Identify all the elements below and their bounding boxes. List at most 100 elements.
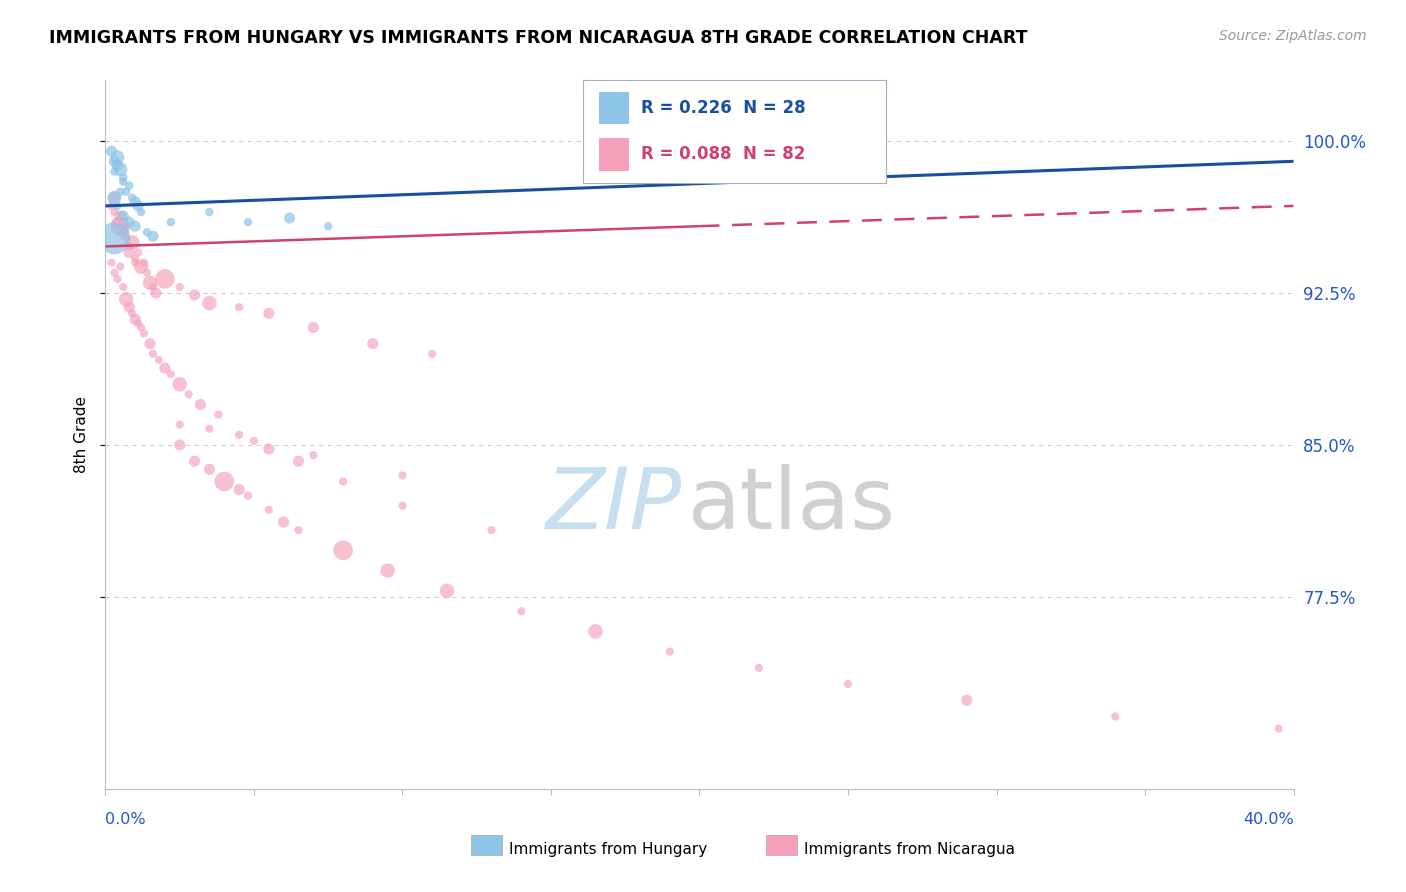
Point bbox=[142, 347, 165, 361]
Point bbox=[302, 448, 325, 462]
Text: Immigrants from Hungary: Immigrants from Hungary bbox=[509, 842, 707, 857]
Point bbox=[837, 677, 859, 691]
Bar bbox=[599, 92, 628, 124]
Point bbox=[124, 219, 146, 234]
Point bbox=[110, 260, 132, 274]
Point bbox=[127, 245, 149, 260]
Point bbox=[257, 442, 280, 456]
Point bbox=[183, 288, 205, 302]
Point bbox=[124, 312, 146, 326]
Point bbox=[136, 225, 159, 239]
Point bbox=[121, 235, 143, 250]
Point bbox=[139, 276, 162, 290]
Point bbox=[257, 503, 280, 517]
Point bbox=[129, 205, 152, 219]
Point bbox=[316, 219, 339, 234]
Point bbox=[198, 462, 221, 476]
Point bbox=[145, 286, 167, 301]
Point bbox=[510, 604, 533, 618]
Point bbox=[110, 185, 132, 199]
Point bbox=[287, 454, 309, 468]
Point bbox=[124, 255, 146, 269]
Point bbox=[585, 624, 607, 639]
Point bbox=[142, 280, 165, 294]
Point bbox=[115, 231, 138, 245]
Point bbox=[105, 158, 128, 172]
Point bbox=[118, 178, 141, 193]
Point bbox=[361, 336, 384, 351]
Text: Source: ZipAtlas.com: Source: ZipAtlas.com bbox=[1219, 29, 1367, 43]
Point bbox=[273, 515, 295, 529]
Point bbox=[103, 191, 125, 205]
Y-axis label: 8th Grade: 8th Grade bbox=[73, 396, 89, 474]
Point bbox=[332, 543, 354, 558]
Point bbox=[118, 239, 141, 253]
Text: Immigrants from Nicaragua: Immigrants from Nicaragua bbox=[804, 842, 1015, 857]
Point bbox=[110, 219, 132, 234]
Point bbox=[115, 185, 138, 199]
Text: 0.0%: 0.0% bbox=[105, 812, 146, 827]
Point bbox=[198, 422, 221, 436]
Point bbox=[153, 272, 176, 286]
Point bbox=[103, 231, 125, 245]
Point bbox=[159, 367, 181, 381]
Point bbox=[112, 225, 135, 239]
Point bbox=[228, 428, 250, 442]
Point bbox=[257, 306, 280, 320]
Point bbox=[169, 377, 191, 392]
Point bbox=[748, 661, 770, 675]
Point bbox=[127, 199, 149, 213]
Text: ZIP: ZIP bbox=[546, 464, 682, 548]
Text: R = 0.226  N = 28: R = 0.226 N = 28 bbox=[641, 99, 806, 117]
Point bbox=[183, 454, 205, 468]
Point bbox=[105, 215, 128, 229]
Point bbox=[112, 175, 135, 189]
Bar bbox=[599, 137, 628, 170]
Point bbox=[169, 438, 191, 452]
Point bbox=[115, 219, 138, 234]
Point bbox=[112, 209, 135, 223]
Point bbox=[136, 266, 159, 280]
Point bbox=[110, 162, 132, 177]
Point bbox=[127, 317, 149, 331]
Point bbox=[132, 255, 155, 269]
Point bbox=[110, 209, 132, 223]
Point bbox=[332, 475, 354, 489]
Point bbox=[129, 260, 152, 274]
Point bbox=[956, 693, 979, 707]
Point bbox=[228, 300, 250, 314]
Point bbox=[1104, 709, 1126, 723]
Point bbox=[377, 564, 399, 578]
Point bbox=[139, 336, 162, 351]
Text: 40.0%: 40.0% bbox=[1243, 812, 1294, 827]
Point bbox=[169, 280, 191, 294]
Point bbox=[190, 397, 212, 411]
Point bbox=[153, 361, 176, 376]
Point bbox=[236, 489, 259, 503]
Point bbox=[103, 164, 125, 178]
Point bbox=[1267, 722, 1289, 736]
Point bbox=[658, 645, 681, 659]
Point bbox=[115, 292, 138, 306]
Point bbox=[118, 245, 141, 260]
Point bbox=[112, 280, 135, 294]
Point bbox=[103, 154, 125, 169]
Point bbox=[100, 199, 122, 213]
Point bbox=[177, 387, 200, 401]
Point bbox=[124, 252, 146, 266]
Point bbox=[121, 191, 143, 205]
Point bbox=[100, 255, 122, 269]
Point bbox=[112, 170, 135, 185]
Point bbox=[132, 326, 155, 341]
Text: R = 0.088  N = 82: R = 0.088 N = 82 bbox=[641, 145, 806, 163]
Point bbox=[121, 306, 143, 320]
Point bbox=[302, 320, 325, 334]
Point bbox=[129, 320, 152, 334]
Point bbox=[236, 215, 259, 229]
Point bbox=[214, 475, 236, 489]
Point bbox=[278, 211, 301, 225]
Point bbox=[105, 272, 128, 286]
Point bbox=[481, 523, 503, 537]
Point bbox=[169, 417, 191, 432]
Point bbox=[391, 468, 413, 483]
